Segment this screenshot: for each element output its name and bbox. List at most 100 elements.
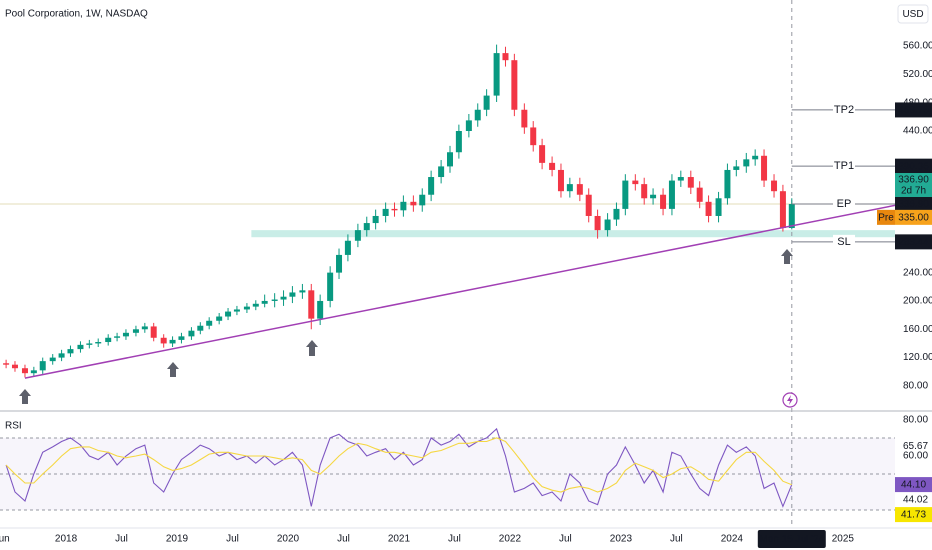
candle-body: [530, 127, 537, 146]
candle-body: [132, 329, 139, 333]
level-label: EP: [837, 198, 852, 210]
candle-body: [382, 208, 389, 216]
x-tick-label: 2019: [166, 534, 189, 545]
level-label: SL: [837, 236, 850, 248]
candle-body: [372, 215, 379, 224]
candle-body: [67, 349, 74, 354]
candle-body: [585, 194, 592, 216]
candle-body: [169, 339, 176, 344]
candle-body: [641, 184, 648, 199]
candle-body: [566, 184, 573, 192]
rsi-tag: 44.02: [903, 495, 928, 506]
candle-body: [86, 343, 93, 345]
level-tag: 390.36: [898, 161, 929, 172]
candle-body: [502, 53, 509, 61]
x-tick-label: 2020: [277, 534, 300, 545]
candle-body: [660, 194, 667, 209]
candle-body: [58, 353, 65, 358]
currency-button[interactable]: [897, 4, 929, 24]
candle-body: [724, 169, 731, 199]
crosshair-date: Mon 15 Jul '24: [759, 534, 824, 545]
candle-body: [252, 303, 259, 307]
candle-body: [446, 152, 453, 167]
candle-body: [613, 208, 620, 220]
candle-body: [317, 300, 324, 319]
x-tick-label: Jul: [670, 534, 683, 545]
rsi-tag: 65.67: [903, 441, 928, 452]
x-tick-label: Jul: [337, 534, 350, 545]
rsi-tick-label: 60.00: [903, 451, 928, 462]
candle-body: [438, 166, 445, 178]
y-tick-label: 520.00: [903, 69, 932, 80]
level-label-bg: [833, 102, 855, 117]
candle-body: [39, 361, 46, 371]
y-tick-label: 240.00: [903, 267, 932, 278]
candle-body: [788, 204, 795, 229]
candle-body: [308, 290, 315, 319]
candle-body: [549, 162, 556, 170]
candle-body: [521, 109, 528, 128]
candle-body: [77, 344, 84, 350]
y-tick-label: 440.00: [903, 126, 932, 137]
candle-body: [122, 332, 129, 337]
level-label-bg: [833, 234, 855, 249]
y-tick-label: 560.00: [903, 41, 932, 52]
y-tick-label: 200.00: [903, 296, 932, 307]
candle-body: [539, 145, 546, 163]
candle-body: [354, 230, 361, 241]
candle-body: [752, 155, 759, 160]
level-label-bg: [833, 197, 855, 212]
candle-body: [95, 342, 102, 344]
candle-body: [289, 292, 296, 297]
level-label: TP2: [834, 104, 854, 116]
candle-body: [715, 198, 722, 216]
candle-body: [363, 223, 370, 231]
candle-body: [141, 326, 148, 330]
candle-body: [428, 177, 435, 195]
candle-body: [233, 309, 240, 312]
y-tick-label: 80.00: [903, 381, 928, 392]
candle-body: [327, 272, 334, 301]
level-tag-bg: [895, 196, 932, 212]
candle-body: [687, 177, 694, 188]
candle-body: [105, 337, 112, 343]
candle-body: [299, 290, 306, 293]
arrow: [19, 389, 31, 404]
x-tick-label: 2024: [721, 534, 744, 545]
rsi-tag-bg: [895, 507, 932, 523]
candle-body: [344, 240, 351, 255]
arrow: [306, 340, 318, 356]
candle-body: [188, 330, 195, 337]
candle-body: [49, 357, 56, 362]
level-tag-bg: [895, 158, 932, 174]
candle-body: [483, 95, 490, 110]
candle-body: [280, 296, 287, 300]
x-tick-label: Jun: [0, 534, 10, 545]
candle-body: [743, 159, 750, 167]
candle-body: [400, 201, 407, 211]
candle-body: [779, 191, 786, 229]
candle-body: [419, 194, 426, 206]
candle-body: [30, 370, 37, 374]
candle-body: [511, 60, 518, 110]
candle-body: [160, 337, 167, 344]
level-label-bg: [833, 159, 855, 174]
y-tick-label: 120.00: [903, 352, 932, 363]
x-tick-label: 2025: [832, 534, 855, 545]
x-tick-label: 2021: [388, 534, 411, 545]
candle-body: [761, 155, 768, 181]
candle-body: [455, 131, 462, 153]
candle-body: [771, 180, 778, 192]
chart-title: Pool Corporation, 1W, NASDAQ: [5, 9, 148, 20]
rsi-line: [5, 427, 793, 508]
level-tag: 283.44: [898, 237, 929, 248]
rsi-line: [5, 437, 793, 493]
event-icon-bolt: [787, 395, 793, 405]
x-tick-label: Jul: [115, 534, 128, 545]
candle-body: [336, 254, 343, 273]
support-zone: [251, 230, 895, 238]
premarket-name-bg: [877, 209, 895, 225]
currency[interactable]: USD: [902, 9, 923, 20]
trendline: [24, 204, 895, 379]
